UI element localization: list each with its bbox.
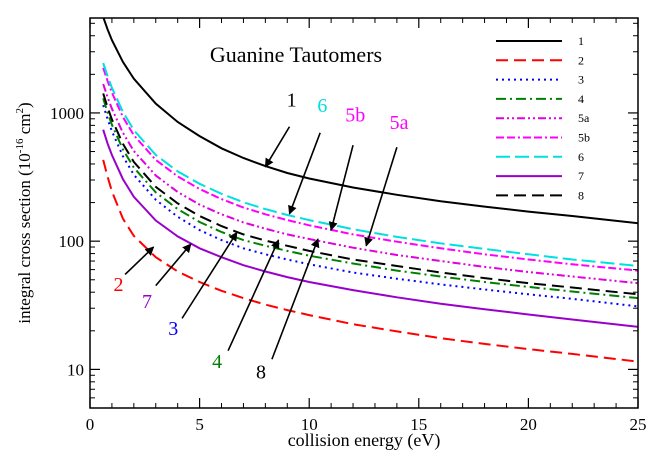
y-tick-label: 100 [59, 232, 85, 251]
legend-label-5a: 5a [578, 111, 590, 125]
series-line-8 [102, 93, 638, 296]
series-line-7 [102, 129, 638, 328]
annotation-label-3: 3 [168, 318, 178, 340]
legend-label-6: 6 [578, 150, 584, 164]
y-axis-label-prefix: integral cross section (10 [15, 153, 34, 323]
annotation-arrow-7 [155, 243, 192, 287]
y-tick-label: 10 [67, 360, 84, 379]
y-axis-label-suffix: ) [15, 102, 34, 108]
annotation-label-5b: 5b [345, 104, 365, 126]
x-axis-label: collision energy (eV) [288, 430, 441, 450]
legend-label-5b: 5b [578, 131, 590, 145]
x-tick-label: 20 [520, 415, 537, 434]
chart-title: Guanine Tautomers [210, 42, 382, 67]
x-tick-label: 5 [195, 415, 204, 434]
axes-layer: 0 5 10 15 20 25 10 100 1000 [50, 17, 647, 434]
annotation-arrow-1 [264, 126, 291, 168]
y-axis-label-unit: cm [15, 114, 34, 139]
x-tick-label: 0 [86, 415, 95, 434]
series-line-5b [102, 67, 638, 272]
annotation-arrow-5a [364, 147, 398, 247]
annotation-arrow-3 [181, 231, 238, 319]
annotation-arrow-6 [288, 132, 321, 215]
annotation-label-5a: 5a [390, 112, 409, 134]
legend-label-4: 4 [578, 92, 584, 106]
legend-label-7: 7 [578, 169, 584, 183]
annotation-label-8: 8 [256, 361, 266, 383]
annotation-arrow-8 [271, 238, 320, 360]
legend-label-3: 3 [578, 73, 584, 87]
annotation-label-4: 4 [212, 351, 222, 373]
plot-frame [89, 17, 639, 409]
series-line-1 [102, 18, 638, 225]
annotation-arrow-2 [124, 246, 155, 276]
x-tick-label: 15 [410, 415, 427, 434]
annotation-label-6: 6 [317, 95, 327, 117]
series-line-2 [102, 159, 638, 363]
x-tick-label: 25 [630, 415, 647, 434]
y-axis-label: integral cross section (10-16 cm2) [14, 102, 34, 323]
series-line-6 [102, 62, 638, 267]
series-line-5a [102, 83, 638, 285]
annotation-label-2: 2 [113, 274, 123, 296]
annotation-layer: 1 6 5b 5a 273 4 8 [113, 90, 408, 384]
y-tick-label: 1000 [50, 104, 84, 123]
annotation-arrow-4 [227, 239, 280, 351]
annotation-label-1: 1 [287, 90, 297, 112]
legend-label-1: 1 [578, 34, 584, 48]
y-axis-label-unit-exponent: 2 [14, 108, 26, 114]
series-layer [102, 18, 638, 363]
annotation-arrow-5b [328, 145, 354, 231]
x-tick-label: 10 [301, 415, 318, 434]
legend-label-2: 2 [578, 53, 584, 67]
annotation-label-7: 7 [142, 291, 152, 313]
y-axis-label-exponent: -16 [14, 138, 26, 153]
series-line-4 [102, 98, 638, 300]
legend: 1 2 3 4 5a 5b 6 7 8 [496, 34, 590, 202]
legend-label-8: 8 [578, 188, 584, 202]
